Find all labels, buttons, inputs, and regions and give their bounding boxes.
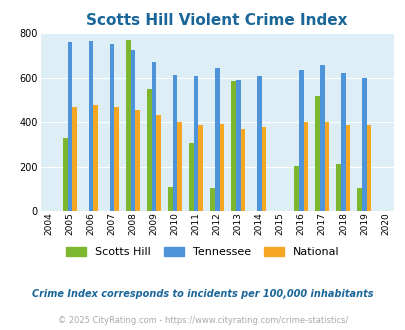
Title: Scotts Hill Violent Crime Index: Scotts Hill Violent Crime Index: [86, 13, 347, 28]
Bar: [109, 44, 114, 211]
Bar: [130, 50, 135, 211]
Bar: [194, 76, 198, 211]
Bar: [340, 73, 345, 211]
Bar: [114, 107, 119, 211]
Bar: [324, 122, 328, 211]
Bar: [303, 122, 307, 211]
Bar: [156, 115, 161, 211]
Bar: [126, 40, 130, 211]
Bar: [210, 188, 214, 211]
Bar: [319, 65, 324, 211]
Bar: [177, 122, 182, 211]
Bar: [151, 62, 156, 211]
Bar: [256, 76, 261, 211]
Bar: [135, 110, 140, 211]
Bar: [198, 125, 202, 211]
Bar: [356, 188, 361, 211]
Bar: [173, 75, 177, 211]
Bar: [89, 41, 93, 211]
Bar: [63, 138, 68, 211]
Bar: [189, 143, 194, 211]
Bar: [93, 105, 98, 211]
Bar: [72, 107, 77, 211]
Bar: [235, 80, 240, 211]
Bar: [147, 89, 151, 211]
Text: Crime Index corresponds to incidents per 100,000 inhabitants: Crime Index corresponds to incidents per…: [32, 289, 373, 299]
Bar: [261, 127, 266, 211]
Bar: [298, 70, 303, 211]
Bar: [315, 96, 319, 211]
Bar: [240, 129, 245, 211]
Bar: [231, 81, 235, 211]
Bar: [168, 187, 173, 211]
Bar: [361, 78, 366, 211]
Legend: Scotts Hill, Tennessee, National: Scotts Hill, Tennessee, National: [62, 242, 343, 262]
Bar: [68, 42, 72, 211]
Bar: [214, 68, 219, 211]
Bar: [219, 124, 224, 211]
Text: © 2025 CityRating.com - https://www.cityrating.com/crime-statistics/: © 2025 CityRating.com - https://www.city…: [58, 316, 347, 325]
Bar: [366, 125, 371, 211]
Bar: [294, 166, 298, 211]
Bar: [336, 164, 340, 211]
Bar: [345, 125, 350, 211]
